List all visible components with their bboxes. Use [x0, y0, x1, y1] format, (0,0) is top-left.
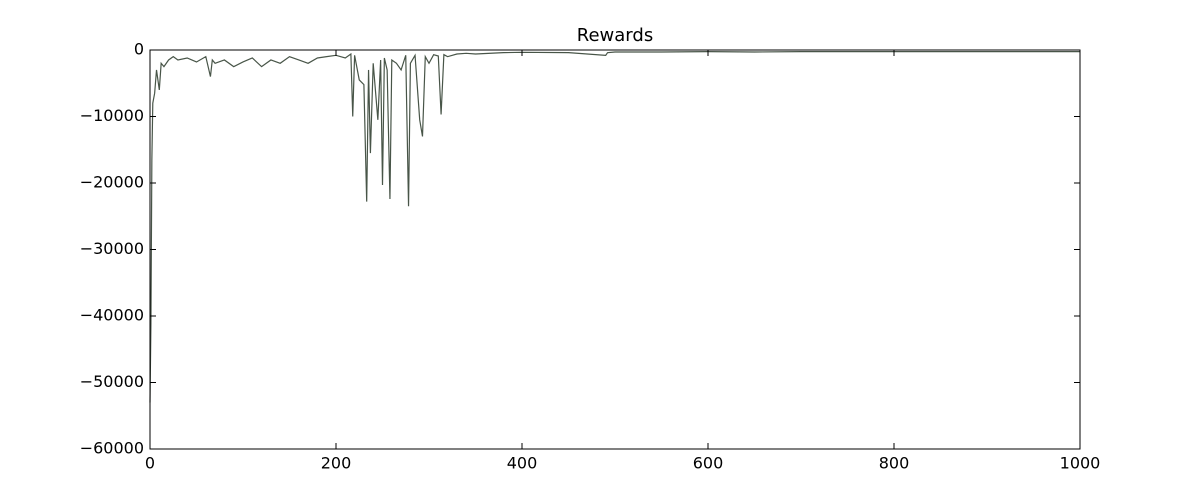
- y-tick-label: −50000: [80, 372, 144, 391]
- x-tick-label: 400: [507, 454, 538, 473]
- y-tick-label: −30000: [80, 239, 144, 258]
- x-tick-label: 200: [321, 454, 352, 473]
- x-tick-label: 800: [879, 454, 910, 473]
- chart-title: Rewards: [577, 25, 653, 46]
- y-tick-label: −40000: [80, 306, 144, 325]
- x-tick-label: 600: [693, 454, 724, 473]
- y-tick-label: −20000: [80, 173, 144, 192]
- data-line: [149, 51, 1080, 403]
- x-tick-label: 1000: [1060, 454, 1101, 473]
- y-tick-label: −10000: [80, 106, 144, 125]
- x-tick-label: 0: [145, 454, 155, 473]
- axes-frame: [149, 49, 1081, 450]
- y-tick-label: −60000: [80, 439, 144, 458]
- y-tick-label: 0: [134, 40, 144, 59]
